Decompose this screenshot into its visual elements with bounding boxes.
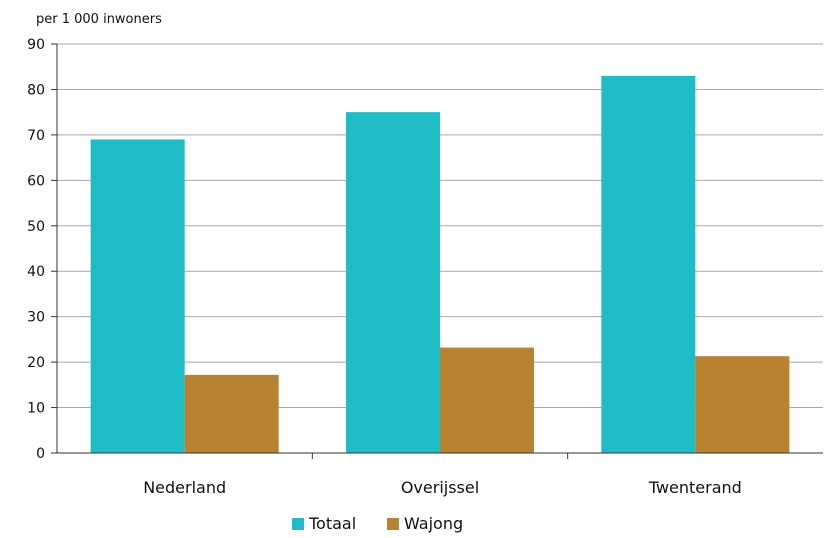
- bar-wajong-nederland: [184, 374, 279, 453]
- legend-swatch-totaal: [292, 518, 304, 530]
- y-tick-label: 0: [36, 446, 45, 462]
- x-axis: Nederland Overijssel Twenterand: [57, 452, 823, 497]
- legend-label-wajong: Wajong: [404, 514, 463, 533]
- y-tick-label: 70: [27, 128, 45, 144]
- bar-totaal-overijssel: [346, 112, 440, 454]
- y-tick-label: 90: [27, 37, 45, 53]
- y-axis: 0 10 20 30 40 50 60 70 80 90: [27, 37, 58, 462]
- y-tick-label: 20: [27, 355, 45, 371]
- x-tick-label: Twenterand: [648, 478, 742, 497]
- bar-wajong-overijssel: [440, 347, 534, 453]
- unit-label: per 1 000 inwoners: [36, 12, 162, 27]
- y-tick-label: 80: [27, 82, 45, 98]
- y-tick-label: 10: [27, 401, 45, 417]
- bars: [90, 75, 790, 454]
- y-tick-label: 60: [27, 173, 45, 189]
- x-tick-label: Overijssel: [401, 478, 479, 497]
- legend-swatch-wajong: [387, 518, 399, 530]
- bar-totaal-nederland: [90, 139, 185, 453]
- y-tick-label: 50: [27, 219, 45, 235]
- x-tick-label: Nederland: [143, 478, 226, 497]
- bar-wajong-twenterand: [695, 356, 790, 453]
- legend-label-totaal: Totaal: [308, 514, 356, 533]
- y-tick-label: 30: [27, 310, 45, 326]
- legend: Totaal Wajong: [292, 514, 463, 533]
- y-tick-label: 40: [27, 264, 45, 280]
- bar-totaal-twenterand: [601, 75, 696, 454]
